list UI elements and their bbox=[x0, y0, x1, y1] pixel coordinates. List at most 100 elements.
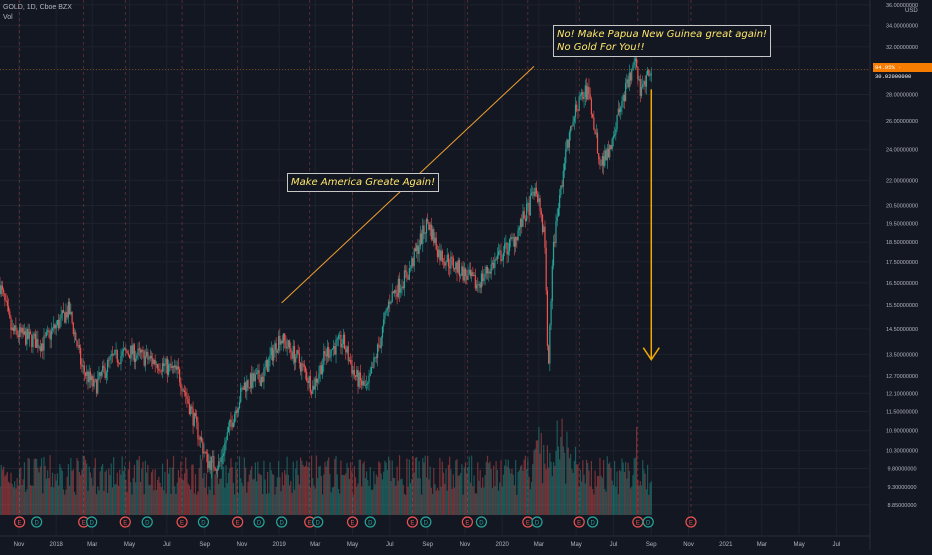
candle-body bbox=[636, 58, 638, 68]
annotation-papua[interactable]: No! Make Papua New Guinea great again! N… bbox=[553, 25, 772, 57]
volume-bar bbox=[161, 463, 164, 515]
dividend-marker[interactable] bbox=[197, 516, 210, 528]
candle-body bbox=[524, 218, 527, 221]
volume-bar bbox=[70, 457, 72, 515]
dividend-marker[interactable] bbox=[253, 516, 265, 528]
earnings-marker[interactable] bbox=[461, 516, 473, 528]
candle-body bbox=[319, 365, 321, 374]
candle-body bbox=[146, 351, 148, 357]
dividend-marker[interactable] bbox=[587, 516, 599, 528]
earnings-marker[interactable] bbox=[13, 516, 26, 528]
candle-body bbox=[69, 301, 71, 315]
annotation-make-america[interactable]: Make America Greate Again! bbox=[287, 173, 440, 192]
candle-body bbox=[130, 345, 132, 359]
volume-bar bbox=[5, 474, 7, 515]
candle-body bbox=[354, 375, 357, 377]
volume-bar bbox=[93, 467, 95, 515]
candle-body bbox=[622, 94, 624, 101]
volume-bar bbox=[455, 460, 457, 515]
candle-body bbox=[83, 365, 85, 373]
volume-bar bbox=[396, 466, 398, 515]
dividend-marker[interactable] bbox=[141, 516, 153, 528]
volume-bar bbox=[270, 470, 272, 515]
volume-bar bbox=[560, 436, 562, 515]
volume-bar bbox=[605, 491, 607, 515]
event-marker-letter: D bbox=[145, 521, 150, 527]
volume-bar bbox=[67, 464, 70, 515]
candle-body bbox=[160, 371, 162, 372]
candle-body bbox=[485, 267, 487, 275]
volume-bar bbox=[135, 482, 137, 515]
time-tick-label: Mar bbox=[534, 542, 544, 548]
volume-bar bbox=[515, 459, 517, 515]
earnings-marker[interactable] bbox=[406, 516, 418, 528]
volume-bar bbox=[626, 478, 628, 515]
dividend-marker[interactable] bbox=[475, 516, 488, 528]
dividend-marker[interactable] bbox=[31, 516, 43, 528]
candle-body bbox=[121, 351, 123, 356]
volume-bar bbox=[80, 475, 82, 515]
earnings-marker[interactable] bbox=[119, 516, 131, 528]
dividend-marker[interactable] bbox=[312, 516, 324, 528]
dividend-marker[interactable] bbox=[276, 516, 288, 528]
candle-body bbox=[221, 455, 223, 457]
candle-body bbox=[570, 126, 572, 133]
candle-body bbox=[628, 72, 630, 88]
candle-body bbox=[581, 91, 583, 96]
volume-bar bbox=[617, 494, 619, 515]
candle-body bbox=[59, 318, 61, 329]
volume-bar bbox=[87, 490, 89, 515]
dividend-marker[interactable] bbox=[86, 516, 98, 528]
dividend-marker[interactable] bbox=[642, 516, 654, 528]
dividend-marker[interactable] bbox=[364, 516, 376, 528]
candle-body bbox=[209, 461, 211, 470]
dividend-marker[interactable] bbox=[531, 516, 543, 528]
candle-body bbox=[574, 104, 577, 117]
volume-bar bbox=[335, 455, 337, 515]
candle-body bbox=[230, 419, 232, 423]
candle-body bbox=[7, 306, 10, 312]
candle-body bbox=[168, 364, 170, 375]
candle-body bbox=[75, 332, 77, 341]
earnings-marker[interactable] bbox=[232, 516, 244, 528]
volume-bar bbox=[279, 477, 281, 515]
candle-body bbox=[87, 371, 89, 383]
earnings-marker[interactable] bbox=[573, 516, 585, 528]
earnings-marker[interactable] bbox=[685, 516, 697, 528]
down-arrow-head[interactable] bbox=[642, 347, 660, 362]
volume-bar bbox=[141, 468, 143, 515]
earnings-marker[interactable] bbox=[346, 516, 359, 528]
candle-body bbox=[175, 365, 177, 370]
volume-bar bbox=[590, 460, 593, 515]
candle-body bbox=[577, 110, 579, 111]
candle-body bbox=[428, 221, 430, 230]
candle-body bbox=[320, 365, 322, 375]
currency-label: USD bbox=[905, 8, 918, 14]
candle-body bbox=[449, 266, 451, 269]
volume-bar bbox=[554, 466, 556, 515]
volume-bar bbox=[532, 464, 534, 515]
volume-bar bbox=[88, 466, 90, 515]
candle-body bbox=[364, 385, 366, 386]
candle-body bbox=[506, 242, 508, 255]
volume-bar bbox=[353, 466, 355, 515]
volume-bar bbox=[179, 477, 181, 515]
candle-body bbox=[56, 320, 59, 325]
volume-bar bbox=[257, 461, 259, 515]
volume-bar bbox=[54, 474, 56, 515]
candle-body bbox=[245, 382, 247, 392]
volume-bar bbox=[347, 467, 349, 515]
dividend-marker[interactable] bbox=[420, 516, 432, 528]
candle-body bbox=[144, 356, 147, 366]
volume-bar bbox=[158, 476, 160, 515]
candle-body bbox=[314, 378, 316, 390]
candle-body bbox=[640, 87, 643, 96]
candle-body bbox=[153, 359, 155, 364]
candle-body bbox=[623, 94, 625, 102]
candle-body bbox=[216, 468, 219, 471]
volume-bar bbox=[319, 465, 321, 515]
earnings-marker[interactable] bbox=[176, 516, 188, 528]
candle-body bbox=[115, 349, 117, 351]
